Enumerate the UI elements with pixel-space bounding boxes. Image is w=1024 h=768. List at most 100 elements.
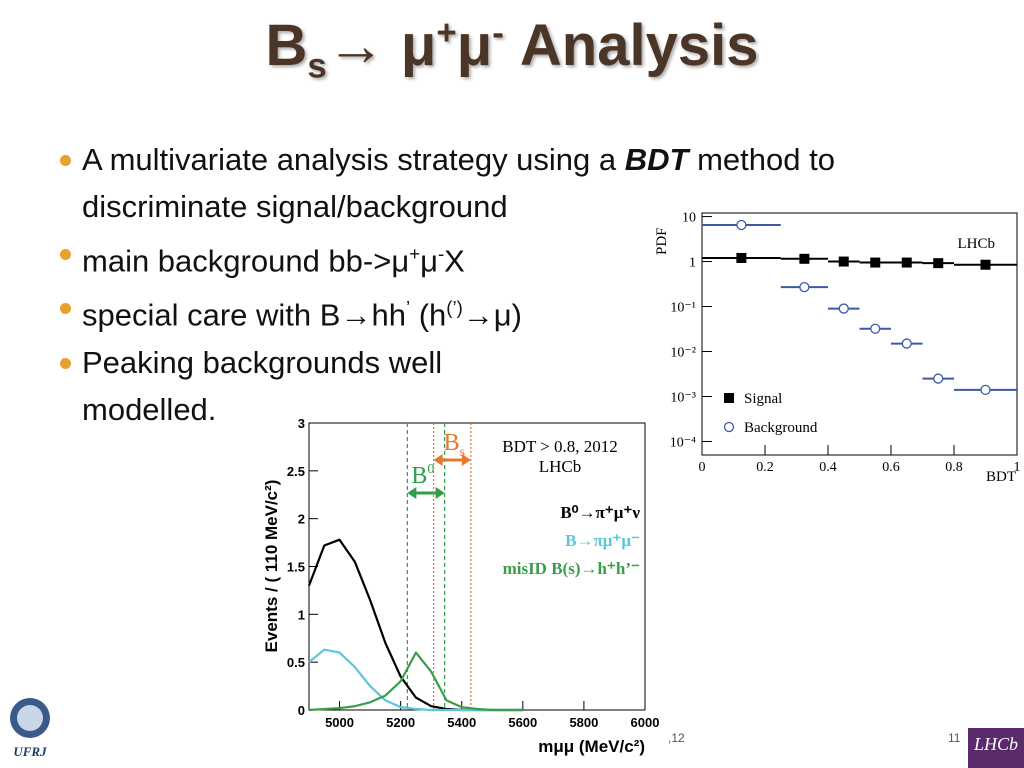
legend-marker xyxy=(723,421,735,433)
arrow-head xyxy=(407,487,445,499)
chart-background xyxy=(252,416,666,762)
y-tick-label: 1.5 xyxy=(287,560,305,575)
legend-marker xyxy=(724,393,734,403)
bullet-text: (’) xyxy=(446,297,463,319)
title-part: μ xyxy=(456,13,493,78)
marker xyxy=(901,257,912,268)
y-tick-label: 2 xyxy=(298,512,305,527)
y-tick-label: 3 xyxy=(298,416,305,431)
legend-label: misID B(s)→h⁺h’⁻ xyxy=(503,559,640,578)
x-tick-label: 5600 xyxy=(508,715,537,730)
y-tick-label: 10⁻¹ xyxy=(670,301,696,316)
annotation: LHCb xyxy=(539,457,582,476)
bullet: special care with B→hh’ (h(’)→μ) xyxy=(58,284,962,338)
bullet-list: A multivariate analysis strategy using a… xyxy=(58,136,962,433)
x-tick-label: 0.2 xyxy=(756,460,774,475)
x-axis-label: mμμ (MeV/c²) xyxy=(538,737,645,756)
logo-text: UFRJ xyxy=(13,744,47,759)
curve xyxy=(308,648,523,712)
title-part: B xyxy=(265,13,308,78)
y-tick-label: 2.5 xyxy=(287,464,305,479)
logo-text: LHCb xyxy=(973,734,1018,754)
y-tick-label: 0 xyxy=(298,703,305,718)
bullet: A multivariate analysis strategy using a… xyxy=(58,136,962,230)
window-label-part: B xyxy=(444,430,460,456)
y-tick-label: 10⁻³ xyxy=(670,390,696,405)
window-label-part: B xyxy=(411,463,427,489)
marker xyxy=(736,219,747,231)
title-part: - xyxy=(492,13,504,53)
page-number: 11 xyxy=(948,731,961,745)
y-tick-label: 10 xyxy=(682,211,696,226)
x-tick-label: 1 xyxy=(1014,460,1021,475)
y-tick-label: 10⁻⁴ xyxy=(670,435,696,450)
marker xyxy=(980,259,991,270)
marker xyxy=(736,252,747,263)
title-part: Analysis xyxy=(503,13,759,78)
bullet-text: BDT xyxy=(624,142,689,177)
marker xyxy=(799,253,810,264)
arrow-head xyxy=(433,454,471,466)
x-tick-label: 5000 xyxy=(325,715,354,730)
annotation: LHCb xyxy=(958,236,996,252)
bullet-text: + xyxy=(409,243,421,264)
y-axis-label: PDF xyxy=(654,227,670,255)
x-tick-label: 0.6 xyxy=(882,460,900,475)
x-tick-label: 5200 xyxy=(386,715,415,730)
window-label-part: 0 xyxy=(427,462,434,477)
y-tick-label: 0.5 xyxy=(287,655,305,670)
x-tick-label: 5800 xyxy=(569,715,598,730)
window-label: Bs xyxy=(444,430,465,460)
bullet-text: ’ xyxy=(405,297,411,319)
legend-label: B⁰→π⁺μ⁺ν xyxy=(560,503,640,522)
bullet-text: - xyxy=(437,243,445,264)
x-tick-label: 0.8 xyxy=(945,460,963,475)
slide-title: Bs→ μ+μ- Analysis xyxy=(0,12,1024,87)
bullet-text: → xyxy=(462,297,494,333)
legend-label: B→πμ⁺μ⁻ xyxy=(565,531,640,550)
bullet-text: μ xyxy=(420,243,438,279)
bullet-text: hh xyxy=(371,297,406,333)
marker xyxy=(799,281,810,293)
plot-frame xyxy=(701,212,1018,456)
bullet-text: A multivariate analysis strategy using a xyxy=(82,142,625,177)
window-label-part: s xyxy=(460,445,465,460)
bullet-text: Peaking backgrounds well modelled. xyxy=(82,344,443,427)
title-part: → μ xyxy=(326,13,437,78)
logo-right: LHCb xyxy=(968,728,1024,768)
x-axis-label: BDT xyxy=(986,469,1016,485)
curve xyxy=(308,651,523,712)
window-label: B0 xyxy=(411,462,434,489)
annotation: BDT > 0.8, 2012 xyxy=(502,437,618,456)
marker xyxy=(870,323,881,334)
bullet-text: μ) xyxy=(493,297,522,333)
marker xyxy=(901,338,912,349)
x-tick-label: 5400 xyxy=(447,715,476,730)
x-tick-label: 6000 xyxy=(631,715,660,730)
bullet: Peaking backgrounds well modelled. xyxy=(58,339,532,433)
marker xyxy=(933,258,944,269)
marker xyxy=(838,303,849,314)
chart-background xyxy=(655,205,1024,490)
y-axis-label: Events / ( 110 MeV/c²) xyxy=(262,480,281,653)
bullet-text: main background bb->μ xyxy=(82,243,410,279)
bullet-text: special care with B xyxy=(82,297,341,333)
x-tick-label: 0 xyxy=(699,460,706,475)
bullet-text: X xyxy=(444,243,465,279)
y-tick-label: 1 xyxy=(298,607,305,622)
legend-label: Signal xyxy=(744,391,782,407)
logo-left: UFRJ xyxy=(10,698,50,759)
marker xyxy=(980,384,991,396)
marker xyxy=(870,257,881,268)
footer-text: ,12 xyxy=(668,731,685,745)
marker xyxy=(838,256,849,267)
title-part: s xyxy=(307,46,327,86)
title-part: + xyxy=(436,13,457,53)
y-tick-label: 1 xyxy=(689,256,696,271)
bullet: main background bb->μ+μ-X xyxy=(58,230,962,284)
y-tick-label: 10⁻² xyxy=(670,346,696,361)
marker xyxy=(933,373,944,384)
bullet-text: (h xyxy=(410,297,447,333)
